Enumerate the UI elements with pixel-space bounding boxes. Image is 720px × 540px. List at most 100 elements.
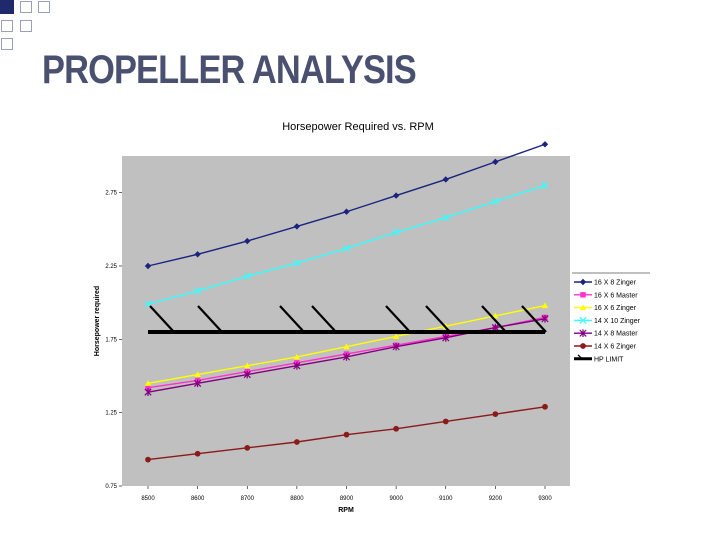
x-marker	[342, 244, 351, 253]
circle-marker	[492, 411, 499, 418]
x-tick-label: 9200	[489, 496, 503, 502]
triangle-marker	[579, 304, 587, 311]
legend-item-16-x-8-zinger: 16 X 8 Zinger	[574, 278, 637, 287]
circle-marker	[442, 418, 449, 425]
x-marker	[491, 197, 499, 206]
legend-label: 14 X 8 Master	[594, 331, 638, 338]
x-marker	[293, 259, 301, 267]
corner-square-outline	[1, 38, 13, 50]
star-marker	[392, 342, 400, 351]
triangle-marker	[541, 302, 549, 309]
series-14-x-6-zinger	[145, 403, 548, 463]
x-marker	[541, 181, 549, 189]
triangle-marker	[244, 362, 251, 369]
legend-label: 16 X 8 Zinger	[594, 280, 637, 287]
legend-item-16-x-6-master: 16 X 6 Master	[574, 292, 638, 299]
legend-label: HP LIMIT	[594, 356, 624, 363]
circle-marker	[580, 343, 586, 349]
legend-label: 16 X 6 Zinger	[594, 305, 637, 312]
legend: 16 X 8 Zinger 16 X 6 Master 16 X 6 Zinger 1…	[572, 272, 650, 363]
circle-marker	[244, 444, 251, 451]
legend-item-14-x-8-master: 14 X 8 Master	[574, 329, 638, 338]
hp-limit-hatch	[311, 305, 337, 333]
slide-title: PROPELLER ANALYSIS	[42, 48, 417, 92]
diamond-marker	[293, 223, 301, 230]
y-tick-label: 2.25	[105, 264, 117, 270]
triangle-marker	[392, 333, 400, 339]
legend-label: 14 X 6 Zinger	[594, 344, 637, 351]
star-marker	[342, 353, 351, 361]
x-axis-label: RPM	[338, 507, 354, 514]
square-marker	[580, 292, 586, 298]
corner-square-outline	[1, 20, 13, 32]
hp-limit-hatch	[521, 305, 547, 333]
circle-marker	[293, 439, 300, 445]
circle-marker	[393, 425, 400, 432]
legend-item-14-x-10-zinger: 14 X 10 Zinger	[574, 316, 641, 325]
circle-marker	[343, 431, 350, 438]
x-marker	[243, 272, 251, 280]
diamond-marker	[144, 262, 152, 270]
x-tick-label: 9300	[538, 496, 552, 502]
hp-limit-hatch	[425, 305, 451, 333]
star-marker	[194, 379, 202, 388]
x-tick-label: 8700	[241, 496, 255, 502]
x-tick-label: 8900	[340, 496, 354, 502]
diamond-marker	[392, 192, 400, 199]
diamond-marker	[442, 176, 449, 183]
star-marker	[579, 329, 587, 338]
star-marker	[293, 361, 301, 370]
triangle-marker	[144, 380, 152, 386]
hp-limit-hatch	[385, 305, 411, 333]
x-tick-label: 8600	[191, 496, 205, 502]
x-marker	[579, 316, 587, 325]
triangle-marker	[194, 371, 201, 378]
chart-title: Horsepower Required vs. RPM	[282, 121, 434, 133]
legend-label: 14 X 10 Zinger	[594, 318, 641, 325]
triangle-marker	[293, 353, 301, 360]
legend-item-14-x-6-zinger: 14 X 6 Zinger	[574, 343, 637, 351]
star-marker	[144, 388, 152, 396]
circle-marker	[194, 450, 201, 457]
triangle-marker	[343, 343, 350, 350]
diamond-marker	[343, 208, 350, 215]
hp-limit-hatch	[279, 305, 305, 333]
diamond-marker	[492, 158, 499, 166]
star-marker	[541, 314, 549, 323]
x-tick-label: 8500	[141, 496, 155, 502]
legend-label: 16 X 6 Master	[594, 292, 638, 299]
circle-marker	[145, 456, 151, 463]
series-16-x-6-zinger	[144, 302, 549, 386]
y-axis-label: Horsepower required	[94, 286, 101, 356]
x-marker	[194, 287, 202, 295]
legend-item-16-x-6-zinger: 16 X 6 Zinger	[574, 304, 637, 312]
corner-square-navy	[0, 0, 14, 14]
y-tick-label: 2.75	[105, 191, 117, 197]
series-hp-limit	[148, 305, 547, 334]
series-14-x-10-zinger	[144, 181, 549, 308]
diamond-marker	[541, 141, 549, 148]
plot-area-group: 0.75 1.25 1.75 2.25 2.75 8500 8600 8700 8800 8900…	[105, 141, 570, 502]
hp-limit-hatch	[149, 305, 175, 333]
x-tick-label: 9000	[389, 496, 403, 502]
y-tick-label: 0.75	[105, 484, 117, 490]
star-marker	[442, 334, 450, 342]
legend-hatch	[577, 354, 583, 360]
hp-limit-hatch	[481, 305, 507, 333]
diamond-marker	[244, 237, 251, 245]
y-tick-label: 1.75	[105, 337, 117, 343]
diamond-marker	[194, 251, 201, 258]
star-marker	[243, 370, 251, 379]
square-marker	[145, 385, 151, 391]
x-tick-label: 8800	[290, 496, 304, 502]
series-16-x-8-zinger	[144, 141, 549, 270]
y-tick-label: 1.25	[105, 411, 117, 417]
x-marker	[442, 213, 450, 222]
diamond-marker	[579, 278, 587, 286]
x-marker	[392, 228, 400, 236]
hp-limit-hatch	[197, 305, 223, 333]
corner-square-outline	[20, 20, 32, 32]
circle-marker	[542, 403, 548, 410]
corner-square-outline	[38, 1, 50, 13]
